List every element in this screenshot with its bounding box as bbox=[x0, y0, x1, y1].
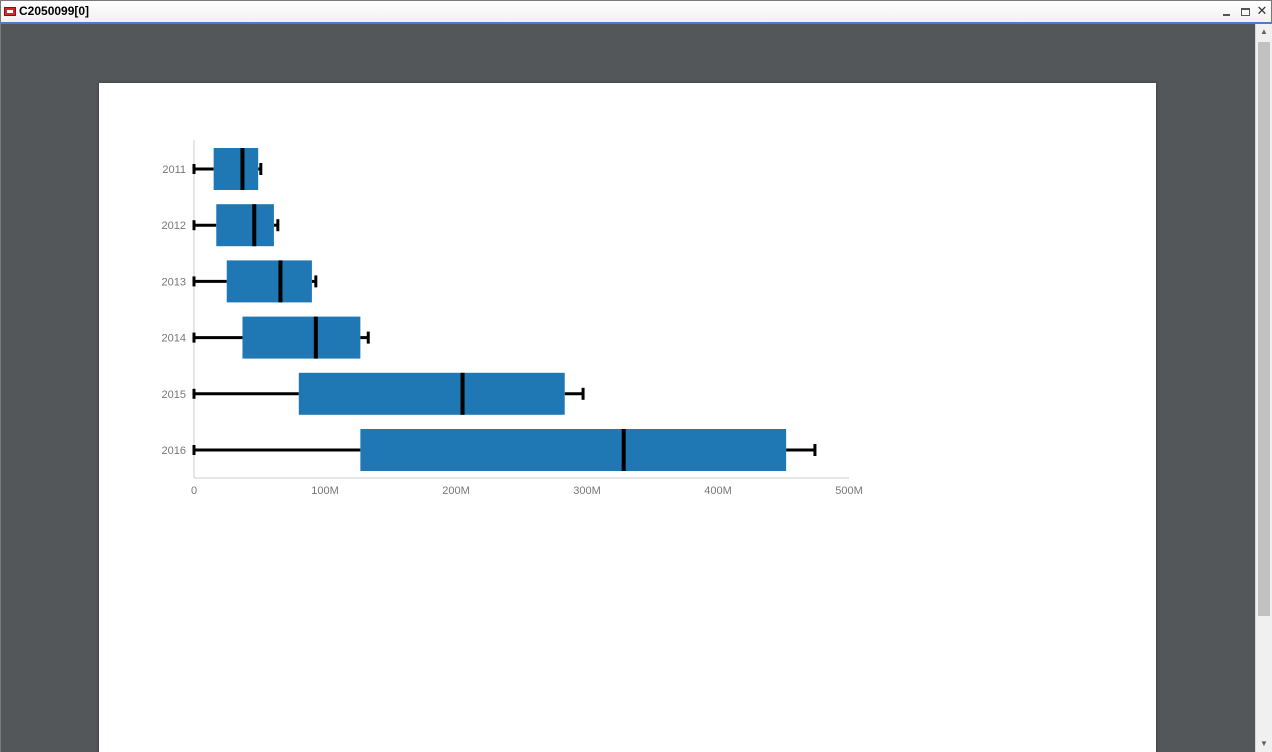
x-tick-label: 100M bbox=[311, 485, 339, 497]
minimize-icon[interactable] bbox=[1220, 4, 1234, 18]
x-tick-label: 500M bbox=[835, 485, 863, 497]
x-tick-label: 200M bbox=[442, 485, 470, 497]
pdf-icon bbox=[4, 7, 16, 16]
scroll-down-arrow-icon[interactable]: ▼ bbox=[1260, 739, 1268, 748]
box-iqr bbox=[216, 204, 274, 247]
box-iqr bbox=[298, 372, 565, 415]
title-bar[interactable]: C2050099[0] ✕ bbox=[1, 1, 1271, 24]
box-iqr bbox=[213, 148, 259, 190]
window-title: C2050099[0] bbox=[19, 4, 90, 18]
box-iqr bbox=[242, 316, 361, 359]
box-iqr bbox=[360, 429, 787, 471]
x-tick-label: 400M bbox=[704, 485, 732, 497]
y-category-label: 2013 bbox=[162, 276, 186, 288]
chart-axes bbox=[193, 140, 849, 479]
scroll-up-arrow-icon[interactable]: ▲ bbox=[1260, 27, 1268, 36]
document-page: 0 100M 200M 300M 400M 500M 2011 2012 2013 2014 201… bbox=[99, 83, 1156, 752]
vertical-scrollbar[interactable]: ▲ ▼ bbox=[1255, 24, 1272, 752]
x-tick-label: 300M bbox=[573, 485, 601, 497]
x-tick-label: 0 bbox=[191, 485, 197, 497]
restore-icon[interactable] bbox=[1238, 4, 1252, 18]
y-category-label: 2015 bbox=[162, 389, 186, 401]
scrollbar-thumb[interactable] bbox=[1258, 42, 1270, 616]
box-iqr bbox=[226, 260, 312, 303]
y-category-label: 2014 bbox=[162, 333, 186, 345]
y-category-label: 2016 bbox=[162, 445, 186, 457]
close-icon[interactable]: ✕ bbox=[1256, 3, 1268, 18]
chart-labels: 0 100M 200M 300M 400M 500M 2011 2012 2013 2014 201… bbox=[162, 164, 863, 497]
document-viewport[interactable]: 0 100M 200M 300M 400M 500M 2011 2012 2013 2014 201… bbox=[1, 24, 1255, 752]
y-category-label: 2011 bbox=[162, 164, 186, 176]
y-category-label: 2012 bbox=[162, 220, 186, 232]
box-plot-chart: 0 100M 200M 300M 400M 500M 2011 2012 2013 2014 201… bbox=[162, 140, 863, 497]
chart-marks bbox=[192, 148, 817, 471]
